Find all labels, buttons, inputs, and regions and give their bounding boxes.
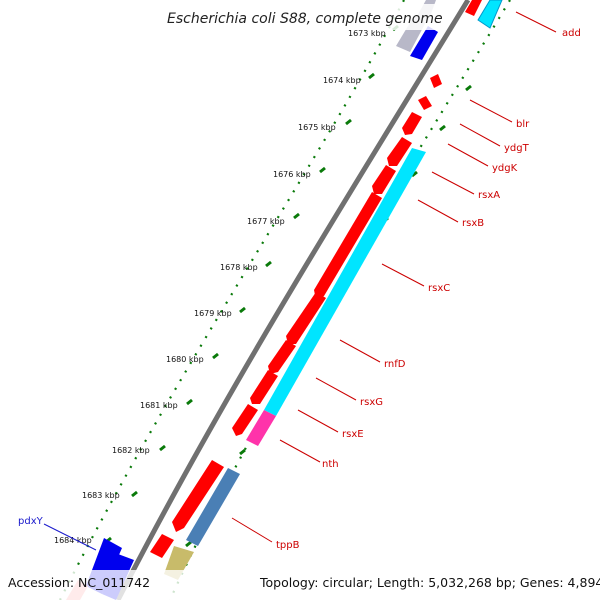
accession-text: Accession: NC_011742 bbox=[8, 575, 150, 590]
inner-tick bbox=[239, 448, 246, 456]
kbp-ticks bbox=[105, 24, 399, 544]
gene-blr bbox=[430, 74, 442, 88]
kbp-label: 1676 kbp bbox=[273, 170, 311, 179]
gene-label: nth bbox=[322, 459, 339, 470]
outer-dotted-line bbox=[59, 0, 405, 600]
kbp-tick bbox=[239, 306, 246, 314]
leader-ydgK bbox=[447, 143, 489, 167]
page-title: Escherichia coli S88, complete genome bbox=[167, 11, 443, 27]
gene-rsxG bbox=[268, 340, 296, 374]
kbp-tick bbox=[345, 118, 352, 126]
kbp-label: 1675 kbp bbox=[298, 123, 336, 132]
leader-rsxE bbox=[297, 409, 339, 433]
kbp-label: 1682 kbp bbox=[112, 446, 150, 455]
inner-dotted-track bbox=[168, 0, 511, 600]
inner-tick bbox=[185, 540, 192, 548]
leader-add bbox=[515, 11, 557, 33]
inner-tick bbox=[439, 124, 446, 132]
gene-label: rnfD bbox=[384, 359, 406, 370]
leader-rnfD bbox=[339, 339, 381, 363]
gene-label: rsxE bbox=[342, 429, 364, 440]
kbp-label: 1680 kbp bbox=[166, 355, 204, 364]
outer-dotted-track bbox=[59, 0, 405, 600]
gene-add-cyan bbox=[477, 0, 503, 29]
topology-text: Topology: circular; Length: 5,032,268 bp… bbox=[259, 575, 600, 590]
leader-tppB bbox=[231, 517, 273, 543]
gene-red-small bbox=[150, 534, 174, 558]
leader-nth bbox=[279, 439, 321, 463]
gene-label: rsxG bbox=[360, 397, 383, 408]
gene-label: rsxB bbox=[462, 218, 484, 229]
kbp-label: 1673 kbp bbox=[348, 29, 386, 38]
gene-rsxA bbox=[387, 137, 412, 166]
gene-label: rsxA bbox=[478, 190, 500, 201]
gene-tppB bbox=[172, 460, 224, 532]
kbp-label: 1683 kbp bbox=[82, 491, 120, 500]
backbone-line bbox=[115, 0, 471, 600]
kbp-label: 1684 kbp bbox=[54, 536, 92, 545]
gene-magenta bbox=[246, 410, 276, 446]
reverse-genes bbox=[164, 0, 503, 580]
gene-rsxB bbox=[372, 165, 396, 194]
gene-steel bbox=[186, 468, 240, 546]
gene-label: add bbox=[562, 28, 581, 39]
leader-blr bbox=[469, 99, 513, 123]
kbp-tick bbox=[131, 490, 138, 498]
kbp-label: 1677 kbp bbox=[247, 217, 285, 226]
gene-label: ydgT bbox=[504, 143, 530, 154]
leader-lines bbox=[43, 11, 557, 551]
kbp-tick bbox=[319, 166, 326, 174]
gene-nth bbox=[232, 404, 258, 436]
gene-add-red bbox=[465, 0, 482, 16]
kbp-tick bbox=[293, 212, 300, 220]
gene-ydgT bbox=[418, 96, 432, 110]
title-group: Escherichia coli S88, complete genome bbox=[160, 4, 443, 30]
title-backing bbox=[160, 4, 440, 30]
footer: Accession: NC_011742 Topology: circular;… bbox=[0, 570, 600, 600]
leader-rsxA bbox=[431, 171, 475, 195]
gene-label: blr bbox=[516, 119, 530, 130]
gene-rsxC bbox=[314, 192, 382, 300]
inner-tick bbox=[465, 84, 472, 92]
kbp-tick bbox=[212, 352, 219, 360]
kbp-label: 1678 kbp bbox=[220, 263, 258, 272]
gene-label: tppB bbox=[276, 540, 300, 551]
kbp-labels: 1673 kbp 1674 kbp 1675 kbp 1676 kbp 1677… bbox=[54, 29, 386, 545]
leader-rsxB bbox=[417, 199, 459, 223]
footer-backing bbox=[0, 570, 600, 600]
inner-tick bbox=[411, 170, 418, 178]
kbp-label: 1679 kbp bbox=[194, 309, 232, 318]
gene-rsxE bbox=[250, 370, 278, 404]
backbone bbox=[115, 0, 471, 600]
gene-label: ydgK bbox=[492, 163, 518, 174]
leader-ydgT bbox=[459, 123, 501, 147]
kbp-tick bbox=[368, 72, 375, 80]
gene-ydgK bbox=[402, 112, 422, 135]
gene-blue-top bbox=[410, 26, 438, 60]
inner-dotted-line bbox=[168, 0, 511, 600]
gene-rnfD bbox=[286, 292, 326, 344]
gene-labels: add blr ydgT ydgK rsxA rsxB rsxC rnfD rs… bbox=[18, 28, 581, 551]
kbp-tick bbox=[159, 444, 166, 452]
gene-label: pdxY bbox=[18, 516, 44, 527]
kbp-tick bbox=[265, 260, 272, 268]
gene-label: rsxC bbox=[428, 283, 450, 294]
kbp-tick bbox=[186, 398, 193, 406]
kbp-label: 1681 kbp bbox=[140, 401, 178, 410]
leader-rsxC bbox=[381, 263, 425, 287]
leader-pdxY bbox=[43, 523, 97, 551]
leader-rsxG bbox=[315, 377, 357, 401]
kbp-label: 1674 kbp bbox=[323, 76, 361, 85]
forward-genes bbox=[150, 0, 482, 558]
gene-rsx-cyan bbox=[264, 148, 426, 416]
